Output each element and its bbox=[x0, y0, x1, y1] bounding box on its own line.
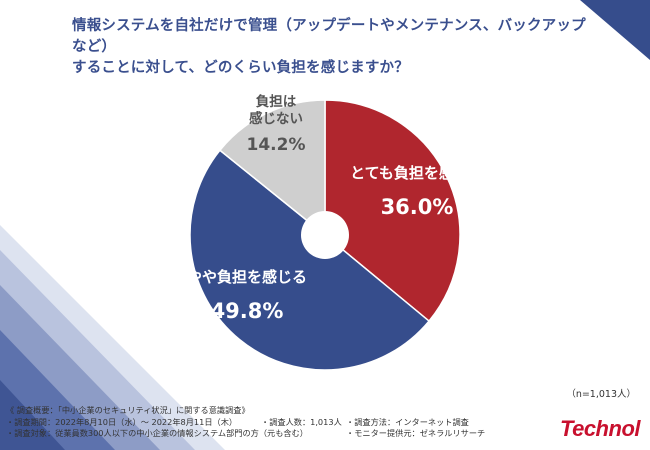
slice-label-somewhat: やや負担を感じる bbox=[187, 268, 307, 286]
survey-period: ・調査期間：2022年8月10日（水）～ 2022年8月11日（木） bbox=[6, 416, 238, 427]
pie-slice-1 bbox=[324, 99, 461, 323]
sample-size-note: （n=1,013人） bbox=[566, 389, 636, 400]
slice-label-strong: とても負担を感じる bbox=[350, 164, 484, 182]
slice-value-somewhat: 49.8% bbox=[211, 299, 284, 323]
slice-value-strong: 36.0% bbox=[381, 195, 454, 219]
corner-decoration-bottom-left bbox=[0, 225, 225, 450]
slice-label-none-line-1: 負担は bbox=[256, 93, 297, 110]
title-line-2: することに対して、どのくらい負担を感じますか？ bbox=[72, 60, 409, 76]
slice-value-none: 14.2% bbox=[247, 135, 306, 155]
survey-heading: 《 調査概要：「中小企業のセキュリティ状況」に関する意識調査》 bbox=[6, 405, 250, 415]
survey-summary: 《 調査概要：「中小企業のセキュリティ状況」に関する意識調査》 ・調査期間：20… bbox=[6, 405, 485, 440]
slice-label-none-line-2: 感じない bbox=[249, 110, 303, 127]
survey-target: ・調査対象：従業員数300人以下の中小企業の情報システム部門の方（元も含む） bbox=[6, 428, 308, 438]
technol-logo: Technol bbox=[559, 416, 641, 441]
survey-method: ・調査方法：インターネット調査 bbox=[346, 416, 469, 427]
corner-decoration-top-right bbox=[580, 0, 650, 60]
pie-slice-2 bbox=[189, 149, 431, 371]
donut-hole bbox=[301, 211, 349, 259]
survey-provider: ・モニター提供元：ゼネラルリサーチ bbox=[346, 428, 486, 438]
title-line-1: 情報システムを自社だけで管理（アップデートやメンテナンス、バックアップなど） bbox=[72, 18, 586, 55]
pie-slice-3 bbox=[218, 99, 326, 237]
question-title: 情報システムを自社だけで管理（アップデートやメンテナンス、バックアップなど） す… bbox=[72, 16, 592, 79]
survey-respondents: ・調査人数：1,013人 bbox=[261, 416, 342, 427]
